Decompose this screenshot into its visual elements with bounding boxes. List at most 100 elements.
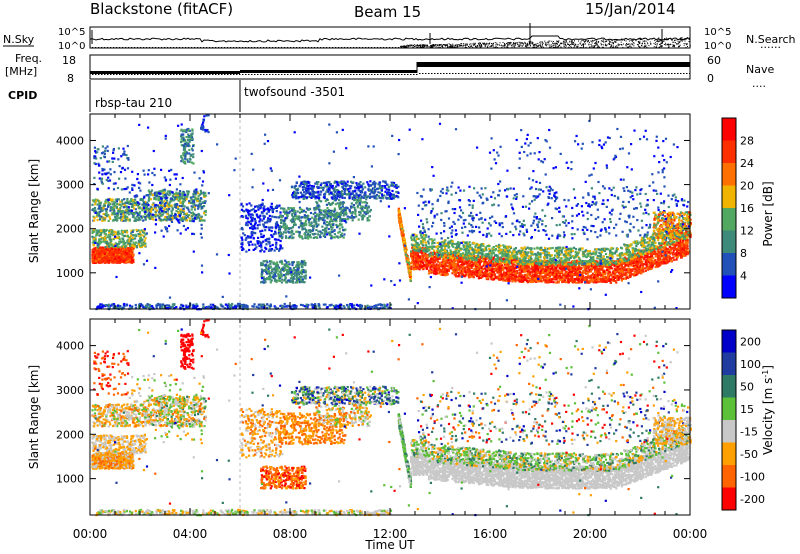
sky-left-label: N.Sky [3,33,35,46]
n-search-dot [449,46,450,47]
power-cell [343,233,345,235]
n-search-dot [606,41,607,42]
power-cell [152,194,154,196]
nave-dot [248,74,250,75]
n-search-dot [299,47,300,48]
power-cell [124,169,126,171]
power-cell [118,241,120,243]
n-search-dot [659,44,660,45]
power-cell [316,225,318,227]
power-cell [391,190,393,192]
power-cell [203,115,205,117]
nave-dot [164,74,166,75]
power-cell [275,279,277,281]
power-cell [175,178,177,180]
power-cell [192,153,194,155]
power-cell [116,255,118,257]
nave-dot [497,73,499,74]
n-search-dot [158,47,159,48]
n-search-dot [511,45,512,46]
power-cell [127,167,129,169]
power-cell [108,262,110,264]
n-search-dot [591,46,592,47]
power-cell [187,207,189,209]
power-cell [386,198,388,200]
n-search-dot [631,47,632,48]
power-cell [160,197,162,199]
n-search-dot [418,46,419,47]
n-search-dot [656,45,657,46]
power-cell [93,157,95,159]
n-search-dot [405,47,406,48]
power-cell [286,214,288,216]
nave-dot [176,74,178,75]
n-search-dot [690,45,691,46]
power-cell [298,261,300,263]
power-cell [358,187,360,189]
power-cell [294,191,296,193]
power-cell [291,214,293,216]
power-cell [130,235,132,237]
nave-dot [473,73,475,74]
power-cell [188,149,190,151]
power-cell [323,235,325,237]
power-cell [175,192,177,194]
n-search-dot [542,43,543,44]
power-cell [143,196,145,198]
power-cell [354,186,356,188]
power-cell [147,194,149,196]
n-search-dot [529,43,530,44]
n-search-dot [665,39,666,40]
nave-dot [605,73,607,74]
nave-dot [593,73,595,74]
n-search-dot [490,46,491,47]
n-search-dot [643,41,644,42]
n-search-dot [628,44,629,45]
nave-dot [371,74,373,75]
power-cell [384,191,386,193]
n-search-dot [615,42,616,43]
power-cell [99,217,101,219]
power-cell [317,181,319,183]
power-cell [147,204,149,206]
nave-dot [434,73,436,74]
power-cell [321,226,323,228]
power-cell [266,221,268,223]
power-cell [281,281,283,283]
power-cell [118,178,120,180]
n-search-dot [347,47,348,48]
power-cell [355,182,357,184]
power-cell [102,209,104,211]
power-cell [288,263,290,265]
power-cell [181,192,183,194]
n-search-dot [251,47,252,48]
power-cell [201,206,203,208]
power-cell [192,193,194,195]
nave-dot [548,73,550,74]
nave-dot [398,74,400,75]
n-search-dot [570,46,571,47]
power-cell [323,196,325,198]
power-cell [158,217,160,219]
power-cell [304,181,306,183]
power-cell [192,206,194,208]
n-search-dot [496,43,497,44]
cpid-segment-twofsound: twofsound -3501 [244,85,345,99]
n-search-dot [662,43,663,44]
n-search-dot [549,41,550,42]
power-cell [292,192,294,194]
nave-dot [560,73,562,74]
nave-dot [488,73,490,74]
power-cell [282,225,284,227]
nave-dot [464,73,466,74]
power-cell [138,187,140,189]
power-cell [105,233,107,235]
n-search-dot [459,46,460,47]
power-cell [292,279,294,281]
power-cell [261,249,263,251]
power-cell [192,156,194,158]
power-cell [272,268,274,270]
date-title: 15/Jan/2014 [585,0,676,18]
power-cell [242,216,244,218]
power-cell [315,218,317,220]
